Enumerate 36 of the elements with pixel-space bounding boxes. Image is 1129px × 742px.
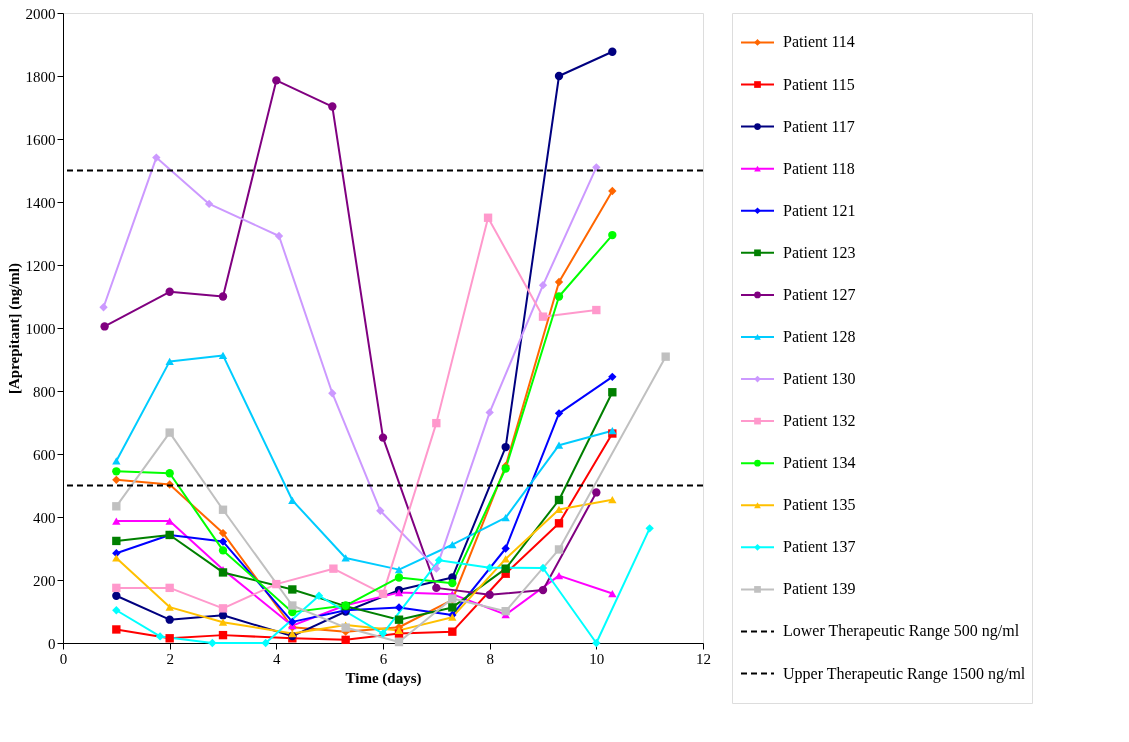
x-tick-label: 10 xyxy=(589,650,605,667)
x-tick-label: 8 xyxy=(486,650,494,667)
y-tick-label: 200 xyxy=(33,572,56,589)
y-axis-title: [Aprepitant] (ng/ml) xyxy=(5,263,23,394)
legend-label: Patient 135 xyxy=(783,496,856,514)
legend-label: Patient 128 xyxy=(783,327,856,345)
legend-label: Patient 118 xyxy=(783,159,855,177)
legend-label: Patient 123 xyxy=(783,243,856,261)
legend-label: Patient 114 xyxy=(783,33,855,51)
y-tick-label: 1800 xyxy=(25,68,56,85)
x-tick-label: 0 xyxy=(59,650,68,667)
x-tick-label: 6 xyxy=(379,650,388,667)
legend-label: Patient 132 xyxy=(783,412,856,430)
x-tick-label: 12 xyxy=(696,650,711,667)
x-tick-label: 4 xyxy=(273,650,282,667)
x-axis-title: Time (days) xyxy=(345,669,422,687)
legend-label: Patient 139 xyxy=(783,580,856,598)
y-tick-label: 1400 xyxy=(25,194,56,211)
x-tick-label: 2 xyxy=(166,650,174,667)
legend-label: Patient 115 xyxy=(783,75,855,93)
legend-label: Patient 117 xyxy=(783,117,855,135)
legend-label: Patient 130 xyxy=(783,370,856,388)
legend-label: Patient 127 xyxy=(783,285,856,303)
y-tick-label: 800 xyxy=(33,383,56,400)
y-tick-label: 600 xyxy=(33,446,56,463)
y-tick-label: 1600 xyxy=(25,131,56,148)
y-tick-label: 1000 xyxy=(25,320,56,337)
y-tick-label: 1200 xyxy=(25,257,56,274)
legend-label: Upper Therapeutic Range 1500 ng/ml xyxy=(783,664,1026,683)
legend-label: Lower Therapeutic Range 500 ng/ml xyxy=(783,622,1020,641)
y-tick-label: 2000 xyxy=(25,5,56,22)
legend-label: Patient 137 xyxy=(783,538,856,556)
y-tick-label: 400 xyxy=(33,509,56,526)
y-tick-label: 0 xyxy=(48,635,56,652)
legend-label: Patient 134 xyxy=(783,454,856,472)
legend-label: Patient 121 xyxy=(783,201,856,219)
